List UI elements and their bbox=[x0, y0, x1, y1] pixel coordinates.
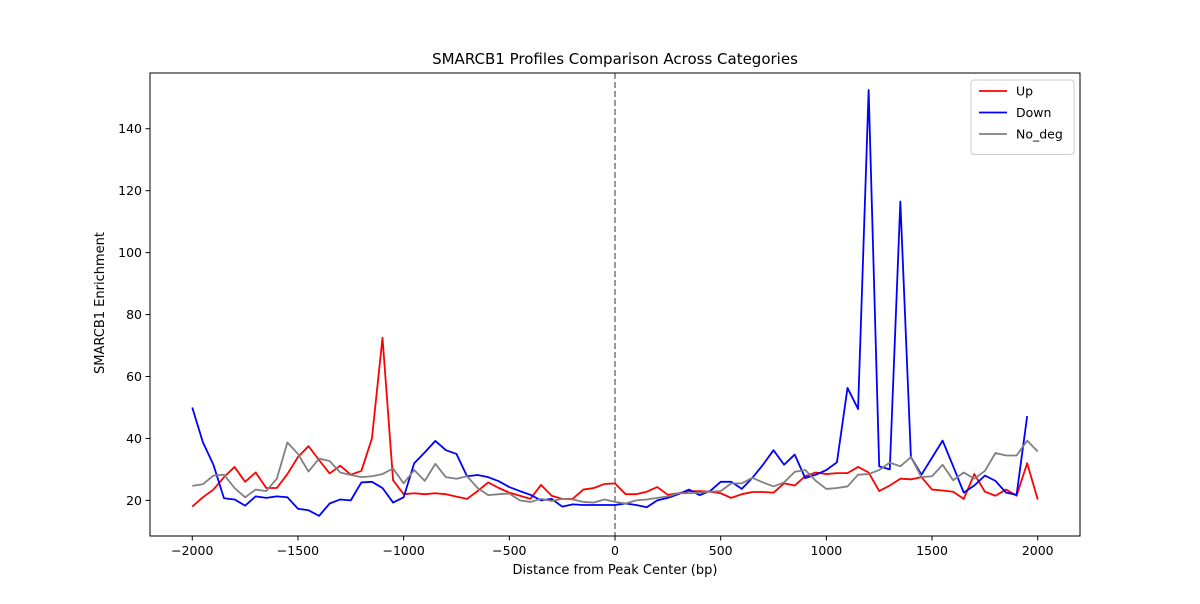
y-tick-label: 20 bbox=[126, 493, 142, 508]
y-tick-label: 80 bbox=[126, 307, 142, 322]
x-axis-label: Distance from Peak Center (bp) bbox=[513, 563, 718, 578]
y-tick-label: 40 bbox=[126, 431, 142, 446]
series-line-down bbox=[191, 89, 1029, 517]
x-tick-label: 1000 bbox=[810, 543, 842, 558]
x-tick-label: 2000 bbox=[1022, 543, 1054, 558]
legend-label: Down bbox=[1016, 105, 1051, 120]
legend-box bbox=[970, 79, 1075, 155]
x-tick-label: 1500 bbox=[916, 543, 948, 558]
y-tick-label: 100 bbox=[118, 245, 142, 260]
x-tick-label: 0 bbox=[611, 543, 619, 558]
y-tick-label: 140 bbox=[118, 121, 142, 136]
x-tick-label: −1000 bbox=[382, 543, 424, 558]
y-tick-label: 120 bbox=[118, 183, 142, 198]
x-tick-label: −1500 bbox=[277, 543, 319, 558]
chart-title: SMARCB1 Profiles Comparison Across Categ… bbox=[432, 50, 798, 68]
y-tick-label: 60 bbox=[126, 369, 142, 384]
x-tick-label: 500 bbox=[709, 543, 733, 558]
series-line-no-deg bbox=[192, 439, 1039, 505]
x-tick-label: −2000 bbox=[171, 543, 213, 558]
y-axis-label: SMARCB1 Enrichment bbox=[93, 232, 108, 374]
plot-area: −2000 −1500 −1000 −500 0 500 1000 1500 2000 20 40 6… bbox=[118, 72, 1081, 558]
legend-label: Up bbox=[1016, 84, 1033, 99]
legend: Up Down No_deg bbox=[970, 79, 1075, 155]
legend-label: No_deg bbox=[1016, 127, 1063, 142]
x-tick-label: −500 bbox=[492, 543, 526, 558]
series-line-up bbox=[191, 336, 1039, 508]
